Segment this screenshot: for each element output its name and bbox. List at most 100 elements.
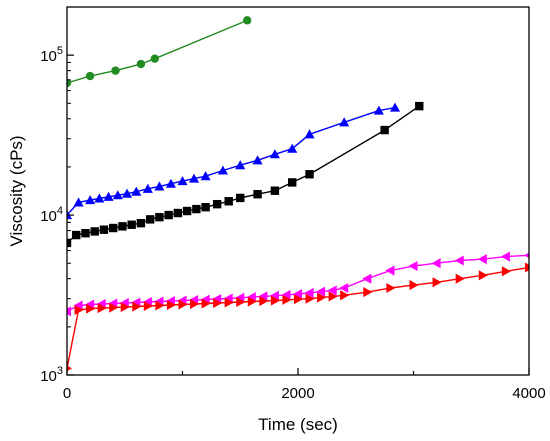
data-point-s3-24 [380,125,389,135]
data-point-s3-10 [145,215,155,224]
data-point-s5-16 [236,296,246,308]
data-point-s5-32 [501,266,511,277]
data-point-s1-6 [242,16,252,25]
data-point-s5-15 [224,297,234,308]
data-point-s2-10 [154,181,165,191]
data-point-s3-20 [253,190,262,199]
data-point-s2-21 [339,117,350,127]
data-point-s2-18 [269,149,280,159]
data-point-s5-7 [132,301,142,312]
data-point-s4-33 [523,252,529,259]
data-point-s5-21 [293,294,304,305]
data-point-s4-21 [292,288,303,300]
data-point-s4-1 [67,306,72,317]
data-point-s4-32 [500,251,510,262]
data-point-s3-1 [67,238,72,248]
data-point-s2-22 [373,105,384,115]
data-point-s1-1 [67,78,72,88]
data-point-s3-2 [72,230,81,240]
x-tick-label: 0 [63,385,71,402]
data-point-s5-27 [386,282,396,294]
data-point-s1-3 [111,66,120,75]
data-point-s5-17 [247,296,257,307]
data-point-s3-18 [224,197,233,206]
data-point-s5-18 [259,296,269,307]
data-point-s4-22 [304,287,314,298]
data-point-s2-17 [252,155,263,165]
data-point-s4-17 [246,292,256,303]
data-point-s4-27 [385,265,395,276]
data-point-s4-25 [339,282,349,294]
data-point-s5-29 [432,277,442,288]
data-point-s5-22 [305,293,315,304]
series-layer [67,16,529,372]
series-5 [67,262,529,372]
x-axis-title: Time (sec) [258,415,338,434]
data-point-s3-23 [305,170,314,179]
data-point-s5-12 [190,298,200,310]
data-point-s2-9 [142,183,153,193]
data-point-s3-22 [288,178,297,187]
data-point-s5-5 [109,302,119,313]
series-2 [67,102,401,220]
data-point-s4-18 [258,291,268,302]
data-point-s3-19 [236,193,245,203]
data-point-s5-23 [317,292,327,303]
data-point-s3-15 [192,204,201,214]
data-point-s3-3 [81,229,90,238]
data-point-s5-31 [478,270,488,281]
data-point-s2-11 [165,178,176,188]
data-point-s5-8 [143,300,153,312]
data-point-s5-20 [282,294,292,305]
data-point-s5-3 [86,303,96,314]
series-1 [67,16,252,88]
data-point-s3-9 [136,218,146,228]
data-point-s2-12 [177,176,188,186]
data-point-s4-20 [281,289,291,300]
data-point-s2-8 [131,186,142,196]
y-tick-label: 104 [40,205,63,225]
data-point-s4-23 [316,286,326,297]
data-point-s2-20 [304,129,315,139]
series-5-line [67,266,529,369]
data-point-s5-10 [166,299,176,311]
data-point-s2-15 [217,165,228,175]
data-point-s2-16 [235,160,246,170]
data-point-s5-25 [340,290,350,301]
data-point-s3-25 [415,101,424,111]
data-point-s5-33 [524,262,529,273]
data-point-s3-21 [270,186,280,195]
data-point-s3-13 [173,208,183,218]
data-point-s4-26 [362,273,372,284]
data-point-s4-28 [408,261,418,272]
data-point-s5-24 [328,291,338,302]
data-point-s5-6 [120,302,130,313]
data-point-s4-31 [477,254,487,265]
data-point-s2-3 [85,195,96,205]
data-point-s4-29 [431,258,441,269]
series-3 [67,101,424,248]
data-point-s4-19 [269,290,279,301]
data-point-s5-14 [213,297,223,309]
data-point-s2-5 [103,191,114,201]
data-point-s2-19 [287,143,298,153]
data-point-s1-5 [150,54,159,63]
data-point-s2-6 [112,190,123,200]
data-point-s1-4 [136,59,146,69]
y-tick-label: 103 [40,365,63,385]
data-point-s1-2 [85,71,95,81]
data-point-s2-23 [389,102,401,112]
data-point-s4-30 [454,255,464,266]
data-point-s5-1 [67,365,73,372]
data-point-s3-14 [182,206,192,216]
data-point-s2-2 [73,197,84,207]
data-point-s4-24 [327,285,337,296]
data-point-s3-12 [164,210,173,220]
data-point-s5-9 [155,300,165,311]
ticks-layer: 0 2000 4000 103 104 105 [40,6,546,402]
data-point-s2-13 [189,173,200,183]
x-tick-label: 4000 [512,385,545,402]
series-1-line [67,19,248,84]
data-point-s3-7 [118,222,127,231]
